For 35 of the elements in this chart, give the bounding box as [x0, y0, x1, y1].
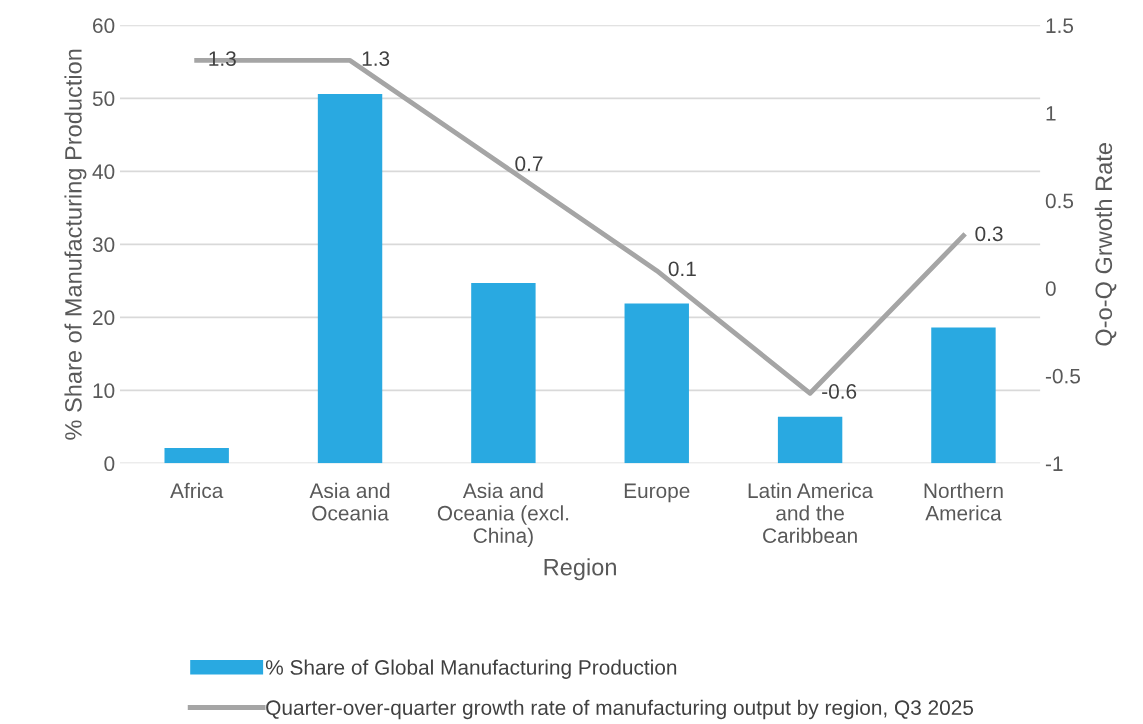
x-tick-label: Asia and Oceania (excl. China) [437, 482, 569, 548]
x-axis-title: Region [544, 558, 616, 581]
y-tick-label: 10 [93, 383, 115, 399]
y-tick-label: 20 [93, 310, 115, 326]
y-axis-title: % Share of Manufacturing Production [64, 49, 87, 440]
x-tick-label: Latin America and the Caribbean [748, 482, 874, 543]
y2-tick-label: 1 [1046, 106, 1056, 121]
bar [931, 327, 996, 464]
y2-tick-label: 1.5 [1046, 18, 1074, 34]
bar [317, 93, 383, 464]
x-tick-label: Northern America [924, 482, 1003, 521]
y-tick-label: 40 [92, 164, 115, 180]
y2-tick-label: -0.5 [1045, 368, 1081, 384]
y-tick-label: 50 [92, 91, 115, 107]
x-tick-label: Asia and Oceania [309, 482, 390, 521]
data-label: 0.3 [975, 226, 1003, 242]
legend-label: % Share of Global Manufacturing Production [265, 659, 677, 679]
y2-axis-title: Q-o-Q Grwoth Rate [1094, 143, 1117, 346]
y2-tick-label: 0 [1045, 281, 1056, 296]
y-tick-label: 30 [92, 237, 115, 253]
data-label: 1.3 [362, 51, 390, 66]
y-tick-label: 60 [93, 18, 115, 34]
y-tick-label: 0 [104, 456, 115, 472]
bar [777, 416, 843, 464]
data-label: 0.7 [515, 156, 543, 172]
x-tick-label: Europe [624, 483, 690, 503]
x-tick-label: Africa [170, 482, 224, 499]
data-label: -0.6 [822, 384, 857, 399]
bar [471, 283, 536, 464]
y2-tick-label: -1 [1045, 456, 1063, 471]
y2-tick-label: 0.5 [1045, 193, 1074, 209]
data-label: 0.1 [668, 261, 696, 277]
bar [164, 448, 229, 464]
bar [624, 303, 689, 464]
legend-label: Quarter-over-quarter growth rate of manufacturing output by region, Q3 2025 [266, 699, 974, 720]
